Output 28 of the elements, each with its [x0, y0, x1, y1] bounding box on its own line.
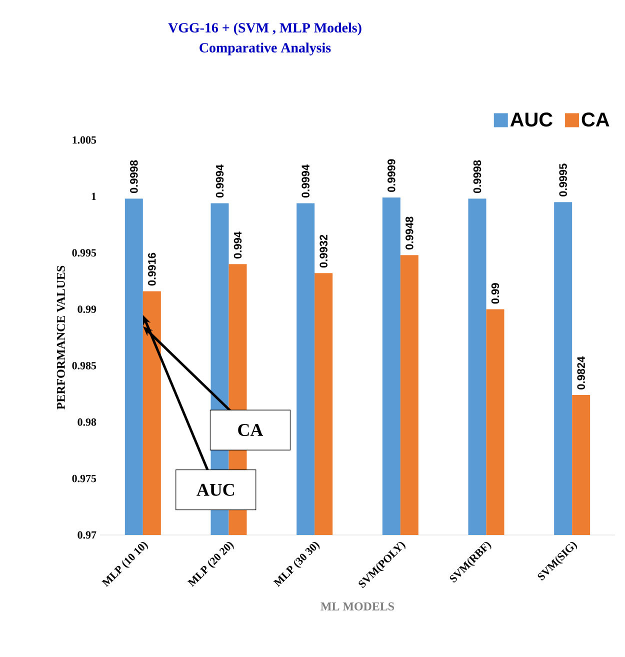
chart-title: VGG-16 + (SVM , MLP Models) — [168, 22, 362, 36]
data-label: 0.9994 — [216, 164, 224, 198]
data-label: 0.9994 — [302, 164, 310, 198]
data-label: 0.9824 — [577, 356, 585, 390]
chart-subtitle: Comparative Analysis — [200, 42, 331, 56]
y-axis-title: PERFORMANCE VALUES — [56, 266, 65, 410]
data-label: 0.9998 — [130, 160, 138, 194]
x-axis-title: ML MODELS — [320, 602, 394, 610]
y-tick-label: 0.98 — [78, 418, 96, 426]
annotation: AUC — [196, 484, 234, 496]
data-label: 0.9999 — [388, 159, 396, 192]
data-label: 0.99 — [491, 283, 500, 304]
data-label: 0.994 — [234, 232, 242, 258]
data-label: 0.9998 — [473, 160, 482, 194]
y-tick-label: 0.985 — [72, 362, 96, 370]
legend-label: AUC — [510, 112, 552, 127]
data-label: 0.9995 — [559, 164, 567, 196]
data-label: 0.9948 — [406, 216, 414, 250]
y-tick-label: 0.97 — [78, 531, 96, 539]
legend-label: CA — [582, 112, 610, 127]
data-label: 0.9916 — [148, 252, 156, 286]
y-tick-label: 0.995 — [72, 249, 96, 257]
y-tick-label: 1.005 — [72, 136, 96, 144]
annotation: CA — [238, 424, 264, 436]
y-tick-label: 1 — [92, 192, 96, 200]
data-label: 0.9932 — [320, 234, 328, 268]
y-tick-label: 0.99 — [78, 306, 96, 313]
y-tick-label: 0.975 — [72, 474, 96, 482]
